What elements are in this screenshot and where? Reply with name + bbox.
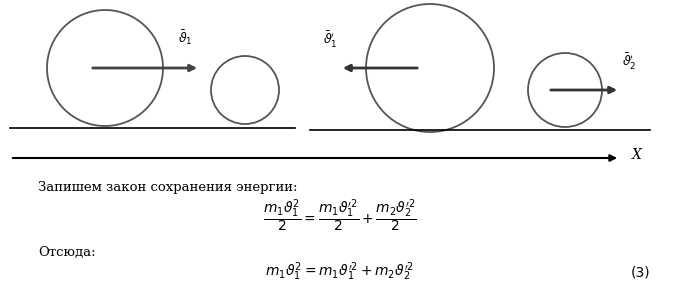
Text: X: X <box>632 148 642 162</box>
Text: $\bar{\vartheta}_2'$: $\bar{\vartheta}_2'$ <box>622 52 636 72</box>
Text: $m_1\vartheta_1^2 = m_1\vartheta_1^{\prime 2} + m_2\vartheta_2^{\prime 2}$: $m_1\vartheta_1^2 = m_1\vartheta_1^{\pri… <box>265 261 415 283</box>
Text: Отсюда:: Отсюда: <box>38 245 96 259</box>
Text: Запишем закон сохранения энергии:: Запишем закон сохранения энергии: <box>38 181 298 195</box>
Text: $\bar{\vartheta}_1$: $\bar{\vartheta}_1$ <box>177 29 192 47</box>
Text: $\dfrac{m_1\vartheta_1^2}{2} = \dfrac{m_1\vartheta_1^{\prime 2}}{2} + \dfrac{m_2: $\dfrac{m_1\vartheta_1^2}{2} = \dfrac{m_… <box>263 198 417 234</box>
Text: $\bar{\vartheta}_1'$: $\bar{\vartheta}_1'$ <box>323 30 337 50</box>
Text: (3): (3) <box>630 265 650 279</box>
